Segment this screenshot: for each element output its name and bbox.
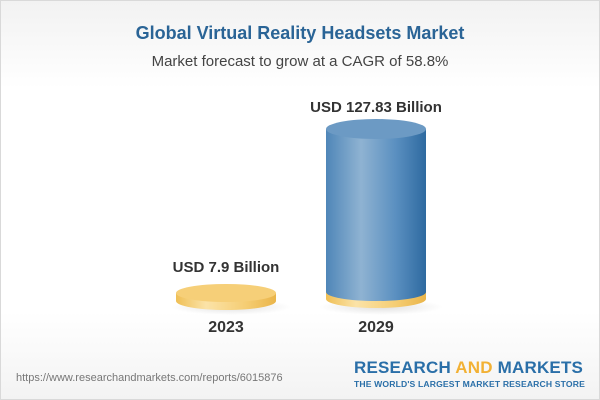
bar-2029 [319, 119, 443, 315]
bar-2029-value-label: USD 127.83 Billion [310, 99, 442, 116]
bar-2023 [171, 284, 291, 315]
brand-logo: RESEARCH AND MARKETS THE WORLD'S LARGEST… [354, 358, 585, 389]
brand-name: RESEARCH AND MARKETS [354, 358, 585, 378]
brand-name-research: RESEARCH [353, 358, 456, 377]
brand-name-markets: MARKETS [492, 358, 584, 377]
brand-name-and: AND [455, 358, 493, 377]
chart-subtitle: Market forecast to grow at a CAGR of 58.… [151, 53, 449, 70]
source-url[interactable]: https://www.researchandmarkets.com/repor… [16, 372, 283, 384]
chart-title: Global Virtual Reality Headsets Market [135, 23, 465, 43]
year-label-2023: 2023 [208, 319, 244, 336]
brand-tagline: THE WORLD'S LARGEST MARKET RESEARCH STOR… [353, 379, 585, 389]
year-label-2029: 2029 [358, 319, 394, 336]
bar-2023-value-label: USD 7.9 Billion [172, 259, 280, 276]
